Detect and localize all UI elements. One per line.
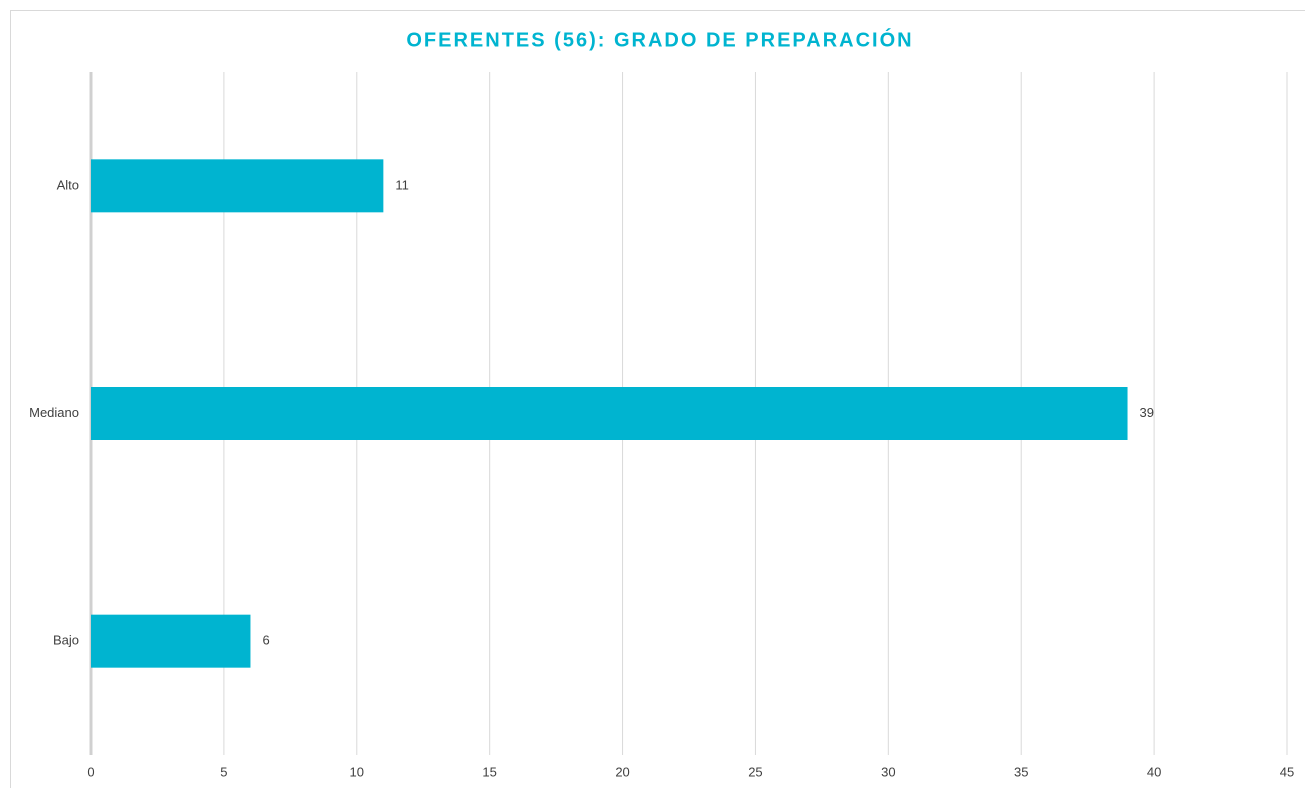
data-label: 6 <box>262 633 269 648</box>
x-tick-label: 5 <box>220 764 227 779</box>
chart-title: OFERENTES (56): GRADO DE PREPARACIÓN <box>406 27 913 51</box>
x-tick-label: 25 <box>748 764 762 779</box>
x-tick-label: 0 <box>87 764 94 779</box>
x-tick-label: 15 <box>482 764 496 779</box>
bar <box>91 159 384 213</box>
x-tick-label: 45 <box>1280 764 1294 779</box>
y-tick-label: Mediano <box>29 405 79 420</box>
data-label: 11 <box>395 177 409 192</box>
data-label: 39 <box>1140 405 1154 420</box>
x-tick-label: 40 <box>1147 764 1161 779</box>
chart-border <box>10 10 1305 788</box>
x-tick-label: 20 <box>615 764 629 779</box>
x-tick-label: 30 <box>881 764 895 779</box>
x-tick-label: 35 <box>1014 764 1028 779</box>
bar <box>91 614 251 668</box>
x-tick-label: 10 <box>350 764 364 779</box>
y-tick-label: Bajo <box>53 633 79 648</box>
y-tick-label: Alto <box>57 177 79 192</box>
bar <box>91 387 1128 440</box>
